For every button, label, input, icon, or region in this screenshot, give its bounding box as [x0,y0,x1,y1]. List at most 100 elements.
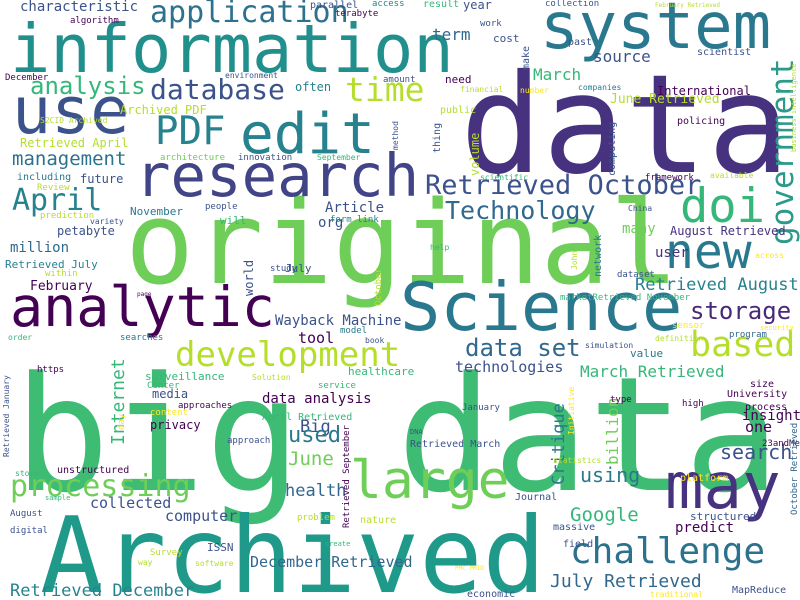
word: large [350,450,510,511]
word: Internet [108,358,129,445]
word: Survey [150,548,183,558]
word: architecture [160,153,225,163]
word: Retrieved January [2,375,11,457]
word: security [760,324,794,332]
word: data set [465,334,581,362]
word: characteristic [20,0,138,15]
word: form link [330,215,379,225]
word: unstructured [57,465,129,476]
word: marketRetrieved November [560,293,691,303]
word: big data [14,343,780,528]
word: data analysis [262,391,372,407]
word: people [205,202,238,212]
word: type [610,395,632,405]
word: July [285,262,312,275]
word: work [480,19,502,29]
word: October [374,267,384,306]
word: available [710,171,754,180]
word: research [135,141,419,210]
word: Review [37,183,70,193]
word: information [10,10,454,88]
word: Archived [40,495,546,600]
word: DNA [410,428,423,436]
word: insight [742,408,800,424]
word: including [17,172,71,183]
word: management [12,148,126,170]
word: field [563,539,593,550]
word: tool [298,329,334,347]
word: future [80,172,123,186]
word: way [138,558,153,567]
word: database [150,73,285,106]
word: create [325,540,350,548]
word: privacy [150,418,201,432]
word: media [152,387,188,401]
word: John [570,251,579,270]
word: December [5,73,49,83]
word: problem [297,513,335,523]
word: used [288,423,341,448]
word: ISSN [207,541,234,554]
word: nature [360,515,396,526]
word: processing [10,469,191,504]
word: searches [120,333,163,343]
word: predict [675,520,734,536]
word: new [665,224,752,280]
word: platform [680,473,728,484]
word: book [365,336,384,345]
word: Initiative [567,387,576,435]
word: scientist [697,47,751,58]
word: method [391,121,400,150]
word: time [345,70,424,109]
word: application [150,0,349,30]
word: collection [545,0,599,9]
word: challenge [570,531,765,572]
word: analytic [10,275,275,339]
word: across [755,251,784,260]
word: Solution [252,373,291,382]
word: day [117,413,127,430]
word: environment [225,71,278,80]
word: parallel [310,0,358,11]
word: will [220,214,247,227]
word: economic [467,589,515,600]
word: amount [383,75,416,85]
word: million [10,240,69,256]
word: September [317,153,361,162]
word: Retrieved July [5,258,98,271]
word: dataset [617,270,655,280]
word: companies [578,83,622,92]
word: March Retrieved [580,362,725,381]
word: PDF [155,109,225,154]
word: massive [553,522,595,533]
word: past [568,37,592,48]
word: analysis [30,72,146,100]
word: search [720,440,792,464]
word: January [462,403,501,413]
word: Retrieved September [342,424,352,528]
word: high [682,399,704,409]
word: service [318,381,356,391]
word: PMC PMID [455,565,484,572]
word: prediction [40,211,94,221]
word: Retrieved April [20,136,128,150]
word: term [432,25,471,44]
word: process [745,402,787,413]
word: sample [45,494,70,502]
word: doi [680,179,765,234]
word: many [622,221,656,237]
word: storage [690,297,791,325]
word: year [463,0,492,12]
word: July Retrieved [550,571,702,592]
word: thing [432,123,443,153]
word: access [372,0,405,9]
word: user [655,245,689,261]
word: October Retrieved [790,423,800,515]
word: computing [607,122,618,176]
word: Google [570,504,639,526]
word: Archived PDF [120,103,207,117]
word: Critique [549,403,569,485]
word: model [340,326,367,336]
word: program [729,330,767,340]
word: February Retrieved [655,2,720,9]
